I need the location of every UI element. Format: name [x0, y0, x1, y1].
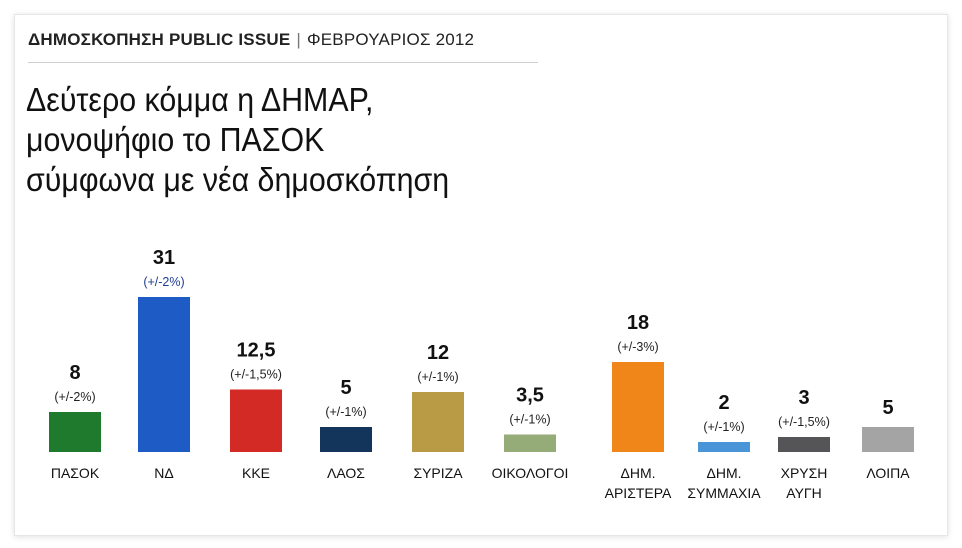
- bar-1: [138, 297, 190, 452]
- category-label: ΑΡΙΣΤΕΡΑ: [605, 485, 672, 501]
- category-label: ΛΟΙΠΑ: [866, 465, 910, 481]
- value-label: 18: [627, 312, 649, 334]
- value-label: 31: [153, 247, 175, 269]
- category-label: ΣΥΡΙΖΑ: [413, 465, 463, 481]
- category-label: ΛΑΟΣ: [327, 465, 365, 481]
- bar-6: [612, 362, 664, 452]
- margin-of-error-label: (+/-1%): [417, 370, 458, 384]
- chart-title-line: σύμφωνα με νέα δημοσκόπηση: [26, 161, 450, 198]
- value-label: 3: [798, 387, 809, 409]
- value-label: 3,5: [516, 385, 544, 407]
- header-separator: |: [296, 30, 301, 49]
- category-label: ΔΗΜ.: [620, 465, 655, 481]
- category-label: ΟΙΚΟΛΟΓΟΙ: [492, 465, 569, 481]
- margin-of-error-label: (+/-1,5%): [230, 368, 282, 382]
- chart-header: ΔΗΜΟΣΚΟΠΗΣΗ PUBLIC ISSUE | ΦΕΒΡΟΥΑΡΙΟΣ 201…: [28, 30, 474, 50]
- category-label: ΠΑΣΟΚ: [51, 465, 100, 481]
- bar-3: [320, 427, 372, 452]
- margin-of-error-label: (+/-1%): [325, 405, 366, 419]
- poll-name: ΔΗΜΟΣΚΟΠΗΣΗ PUBLIC ISSUE: [28, 30, 291, 49]
- category-label: ΣΥΜΜΑΧΙΑ: [687, 485, 761, 501]
- chart-title: Δεύτερο κόμμα η ΔΗΜΑΡ, μονοψήφιο το ΠΑΣΟ…: [26, 80, 596, 200]
- value-label: 12: [427, 342, 449, 364]
- bar-5: [504, 434, 556, 452]
- value-label: 5: [340, 377, 351, 399]
- margin-of-error-label: (+/-1,5%): [778, 415, 830, 429]
- value-label: 5: [882, 397, 893, 419]
- category-label: ΧΡΥΣΗ: [781, 465, 828, 481]
- value-label: 12,5: [237, 340, 276, 362]
- value-label: 2: [718, 392, 729, 414]
- chart-title-line: μονοψήφιο το ΠΑΣΟΚ: [26, 121, 325, 158]
- category-label: ΔΗΜ.: [706, 465, 741, 481]
- bar-2: [230, 389, 282, 452]
- category-label: ΑΥΓΗ: [786, 485, 821, 501]
- margin-of-error-label: (+/-2%): [54, 390, 95, 404]
- poll-date: ΦΕΒΡΟΥΑΡΙΟΣ 2012: [307, 30, 475, 49]
- chart-title-line: Δεύτερο κόμμα η ΔΗΜΑΡ,: [26, 81, 374, 118]
- header-rule: [28, 62, 538, 63]
- value-label: 8: [69, 362, 80, 384]
- bar-0: [49, 412, 101, 452]
- margin-of-error-label: (+/-1%): [703, 420, 744, 434]
- bar-9: [862, 427, 914, 452]
- bar-8: [778, 437, 830, 452]
- margin-of-error-label: (+/-2%): [143, 275, 184, 289]
- bar-4: [412, 392, 464, 452]
- category-label: ΝΔ: [154, 465, 173, 481]
- bar-7: [698, 442, 750, 452]
- margin-of-error-label: (+/-1%): [509, 413, 550, 427]
- margin-of-error-label: (+/-3%): [617, 340, 658, 354]
- category-label: ΚΚΕ: [242, 465, 270, 481]
